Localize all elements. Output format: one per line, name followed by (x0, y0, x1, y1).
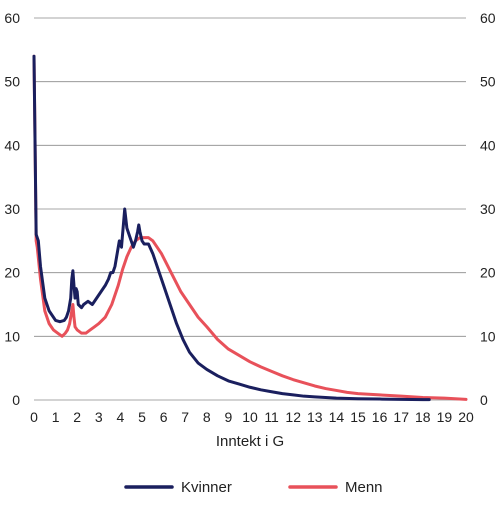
right-y-axis-tick-labels: 0 10 20 30 40 50 60 (480, 10, 496, 408)
x-tick-label: 20 (458, 409, 474, 425)
x-tick-label: 6 (160, 409, 168, 425)
series-line-menn (32, 54, 468, 401)
x-tick-label: 9 (225, 409, 233, 425)
legend-label-menn: Menn (345, 479, 383, 496)
left-tick-label: 30 (4, 201, 20, 217)
left-tick-label: 0 (12, 392, 20, 408)
x-tick-label: 1 (52, 409, 60, 425)
left-tick-label: 60 (4, 10, 20, 26)
series-line-kvinner (32, 54, 431, 402)
x-tick-label: 11 (264, 409, 279, 425)
x-axis-tick-labels: 0 1 2 3 4 5 6 7 8 9 10 11 12 13 14 15 16 17 18 19 20 (30, 409, 474, 425)
legend-label-kvinner: Kvinner (181, 479, 232, 496)
left-tick-label: 50 (4, 74, 20, 90)
x-tick-label: 4 (117, 409, 125, 425)
left-tick-label: 40 (4, 137, 20, 153)
right-tick-label: 20 (480, 265, 496, 281)
x-tick-label: 3 (95, 409, 103, 425)
x-tick-label: 14 (329, 409, 345, 425)
legend: Kvinner Menn (124, 479, 383, 496)
x-tick-label: 18 (415, 409, 431, 425)
gridlines (34, 17, 466, 401)
x-tick-label: 10 (242, 409, 258, 425)
x-tick-label: 0 (30, 409, 38, 425)
left-tick-label: 20 (4, 265, 20, 281)
x-tick-label: 8 (203, 409, 211, 425)
x-tick-label: 5 (138, 409, 146, 425)
right-tick-label: 40 (480, 137, 496, 153)
x-tick-label: 2 (73, 409, 81, 425)
x-tick-label: 15 (350, 409, 366, 425)
right-tick-label: 30 (480, 201, 496, 217)
x-tick-label: 19 (437, 409, 453, 425)
right-tick-label: 50 (480, 74, 496, 90)
x-axis-title: Inntekt i G (216, 433, 284, 450)
right-tick-label: 10 (480, 328, 496, 344)
left-tick-label: 10 (4, 328, 20, 344)
x-tick-label: 12 (285, 409, 301, 425)
left-y-axis-tick-labels: 0 10 20 30 40 50 60 (4, 10, 20, 408)
x-tick-label: 16 (372, 409, 388, 425)
series-lines (32, 54, 468, 402)
x-tick-label: 7 (181, 409, 189, 425)
x-tick-label: 17 (393, 409, 409, 425)
right-tick-label: 0 (480, 392, 488, 408)
right-tick-label: 60 (480, 10, 496, 26)
x-tick-label: 13 (307, 409, 323, 425)
